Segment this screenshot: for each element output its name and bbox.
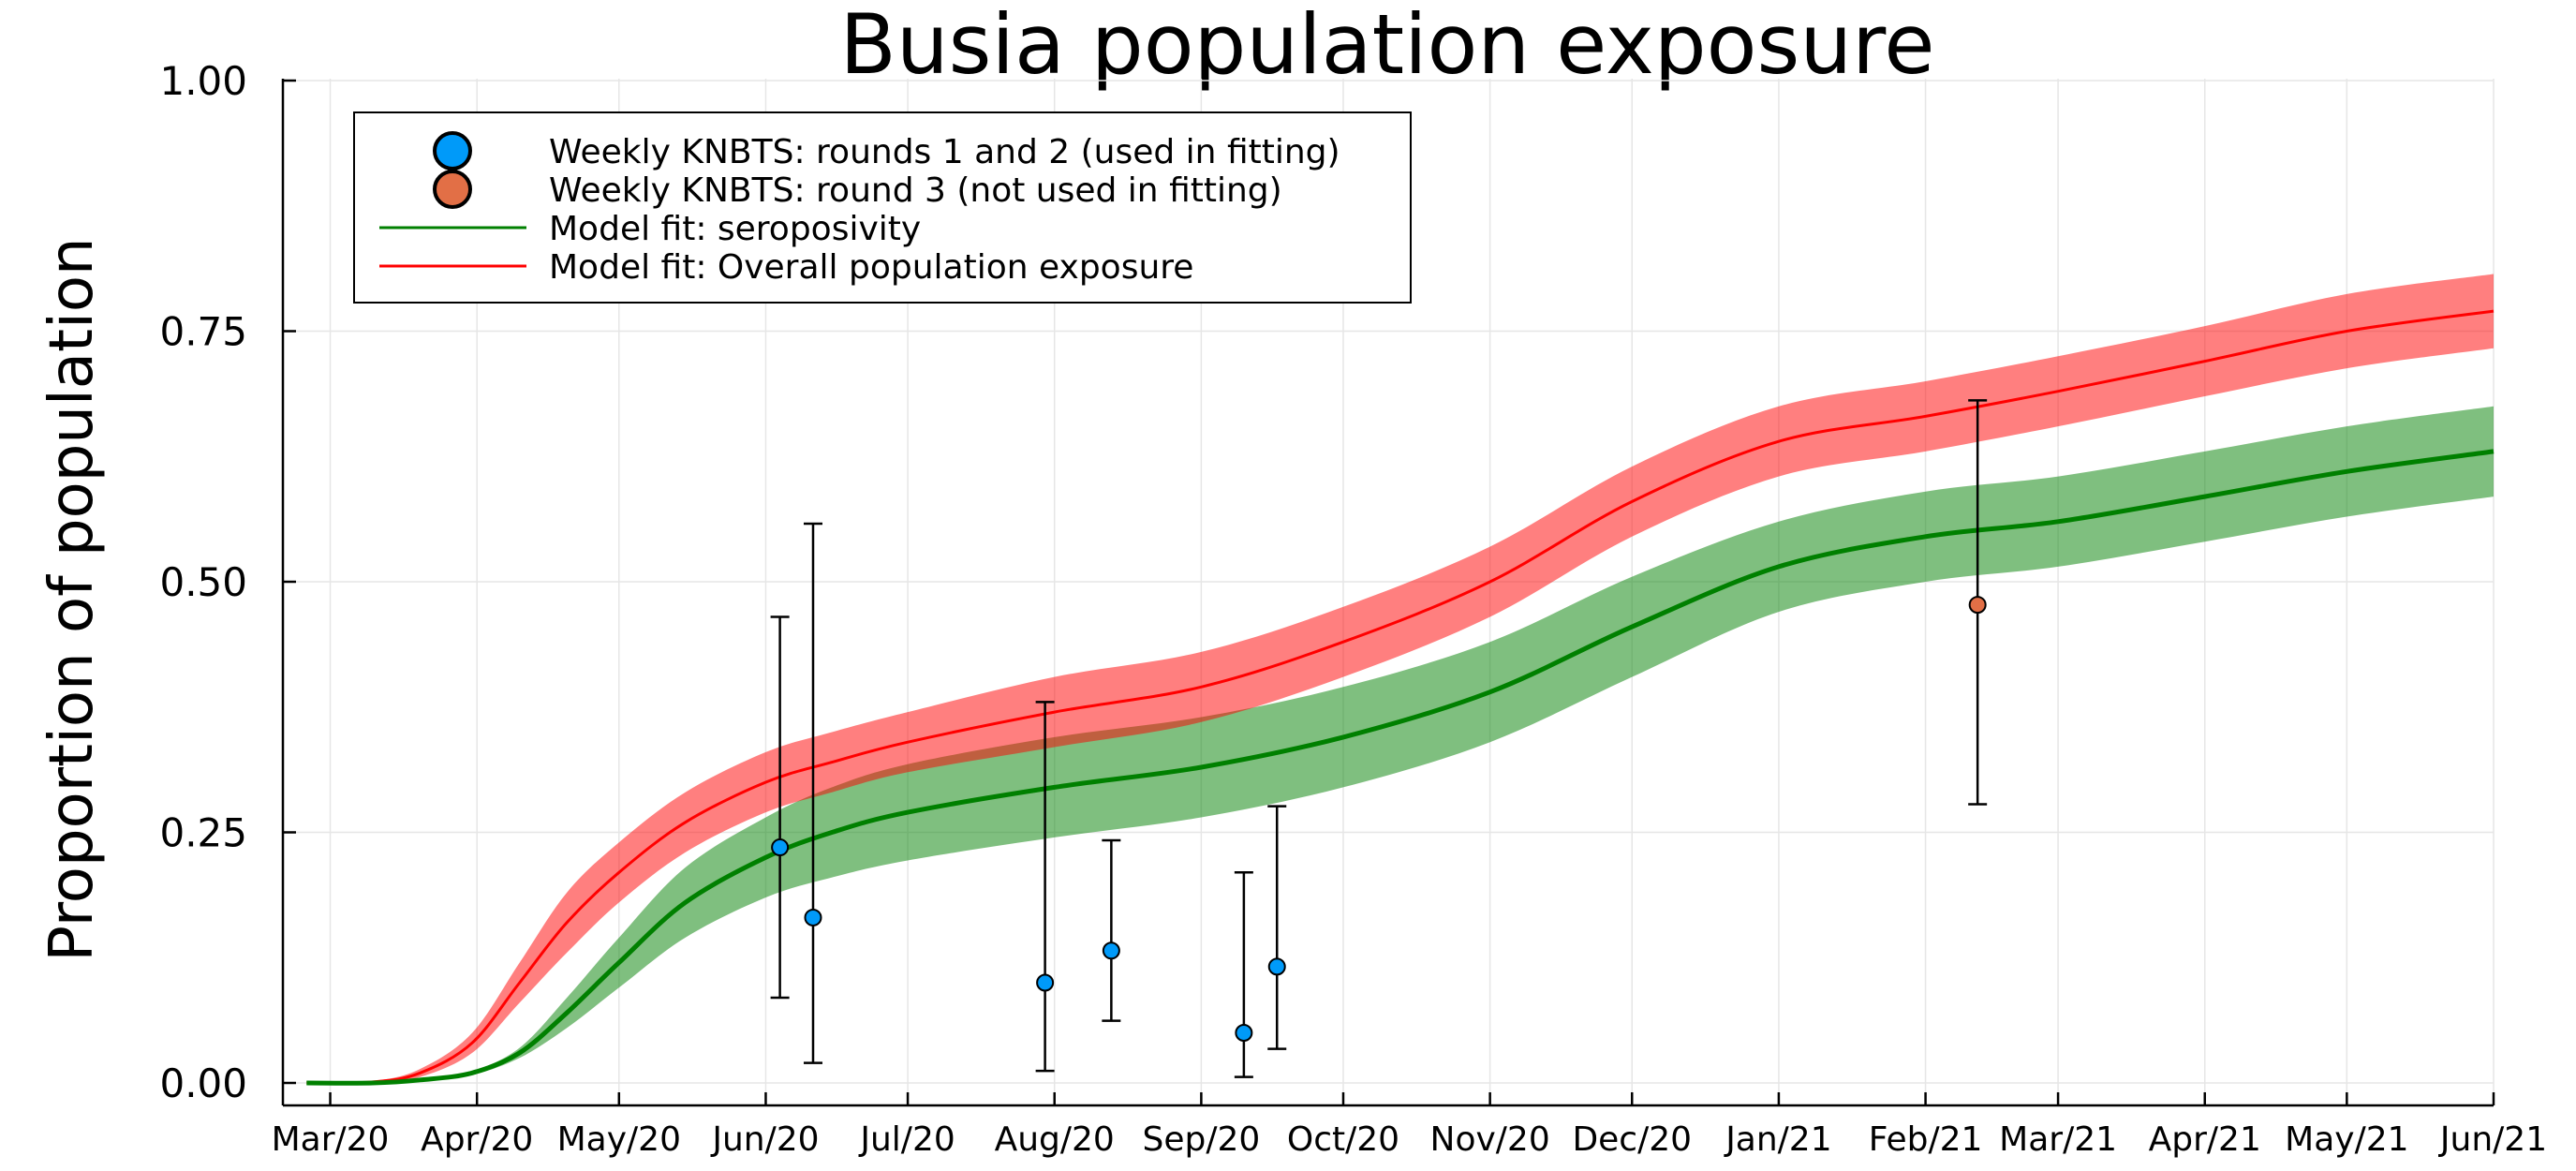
y-tick-label: 0.50: [159, 559, 247, 605]
model-fit-line: [306, 449, 2495, 1086]
data-point: [1102, 941, 1120, 960]
legend-box: [353, 111, 1412, 304]
x-tick-label: Apr/20: [421, 1120, 533, 1159]
legend-label: Weekly KNBTS: rounds 1 and 2 (used in fi…: [549, 133, 1340, 171]
legend-label: Weekly KNBTS: round 3 (not used in fitti…: [549, 171, 1282, 210]
data-points: [770, 399, 1988, 1078]
axes: 0.00 0.25 0.50 0.75 1.00 Mar/20 Apr/20 May/20 Ju…: [159, 58, 2547, 1159]
data-point: [771, 838, 790, 857]
data-point: [1267, 957, 1286, 976]
legend: Weekly KNBTS: rounds 1 and 2 (used in fi…: [353, 111, 1412, 304]
x-tick-label: Feb/21: [1869, 1120, 1983, 1159]
y-tick-label: 0.00: [159, 1060, 247, 1106]
x-tick-label: Jul/20: [858, 1120, 955, 1159]
data-point: [1968, 596, 1987, 615]
x-tick-label: Apr/21: [2149, 1120, 2261, 1159]
x-tick-label: Jan/21: [1724, 1120, 1831, 1159]
confidence-band: [306, 406, 2494, 1084]
x-tick-label: Mar/20: [272, 1120, 390, 1159]
data-point: [1036, 973, 1055, 992]
x-tick-label: Oct/20: [1287, 1120, 1399, 1159]
legend-marker: [433, 131, 472, 170]
x-tick-label: Sep/20: [1142, 1120, 1260, 1159]
x-tick-label: Jun/20: [710, 1120, 819, 1159]
y-tick-label: 0.25: [159, 810, 247, 856]
x-tick-label: Aug/20: [995, 1120, 1115, 1159]
x-tick-label: Nov/20: [1430, 1120, 1550, 1159]
legend-marker: [433, 170, 472, 209]
x-tick-label: Jun/21: [2438, 1120, 2547, 1159]
y-tick-label: 0.75: [159, 309, 247, 355]
confidence-bands: [306, 274, 2494, 1084]
x-tick-label: May/20: [557, 1120, 681, 1159]
confidence-band: [306, 274, 2494, 1084]
data-point: [804, 908, 822, 926]
legend-label: Model fit: Overall population exposure: [549, 248, 1193, 287]
y-tick-label: 1.00: [159, 58, 247, 104]
x-tick-label: May/21: [2285, 1120, 2408, 1159]
x-tick-label: Mar/21: [1999, 1120, 2117, 1159]
model-fit-line: [306, 309, 2495, 1085]
data-point: [1235, 1024, 1253, 1042]
chart-title: Busia population exposure: [840, 0, 1935, 93]
y-axis-label: Proportion of population: [37, 237, 107, 961]
model-lines: [306, 309, 2495, 1086]
x-tick-label: Dec/20: [1572, 1120, 1692, 1159]
legend-label: Model fit: seroposivity: [549, 210, 921, 248]
